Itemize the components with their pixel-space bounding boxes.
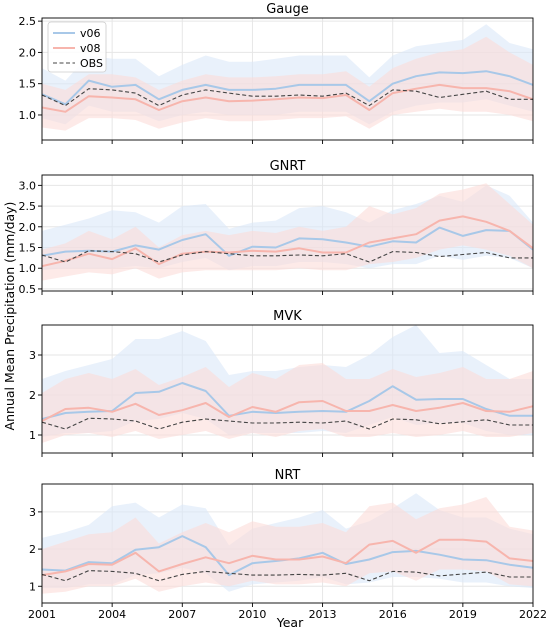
y-tick-label: 3	[29, 506, 36, 519]
panel-gnrt: 0.5 1.0 1.5 2.0 2.5 3.0 GNRT	[19, 159, 534, 296]
legend-box	[47, 21, 107, 73]
panel-title: Gauge	[266, 2, 309, 17]
plot-area	[42, 183, 533, 281]
y-tick-label: 1.5	[19, 78, 37, 91]
plot-area	[42, 24, 533, 131]
y-tick-label: 1	[29, 580, 36, 593]
y-tick-label: 2.5	[19, 200, 37, 213]
y-tick-label: 1.0	[19, 109, 37, 122]
legend: v06 v08 OBS	[47, 21, 107, 73]
y-tick-label: 2	[29, 543, 36, 556]
y-axis-label: Annual Mean Precipitation (mm/day)	[2, 202, 17, 431]
series-line-obs	[42, 250, 533, 263]
series-line-v06	[42, 382, 533, 420]
legend-label-v08: v08	[80, 42, 101, 55]
series-line-obs	[42, 88, 533, 107]
panel-title: NRT	[275, 468, 301, 483]
panel-frame	[41, 174, 534, 292]
series-line-obs	[42, 417, 533, 430]
x-tick-label: 2007	[168, 608, 196, 621]
band-v08	[42, 36, 533, 131]
x-tick-label: 2013	[309, 608, 337, 621]
panel-title: GNRT	[270, 159, 306, 174]
series-line-v08	[42, 400, 533, 422]
x-tick-label: 2001	[28, 608, 56, 621]
band-v08	[42, 183, 533, 281]
series-line-obs	[42, 570, 533, 582]
series-line-v06	[42, 70, 533, 106]
y-tick-label: 2.0	[19, 221, 37, 234]
y-tick-label: 1.0	[19, 262, 37, 275]
plot-area	[42, 325, 533, 443]
y-tick-label: 2	[29, 389, 36, 402]
x-tick-label: 2010	[238, 608, 266, 621]
y-tick-label: 1	[29, 429, 36, 442]
panels: 1.0 1.5 2.0 2.5 Gauge v06 v08 OBS 0.5 1.0 1.5 2.0 2.…	[19, 2, 548, 621]
y-tick-label: 3.0	[19, 179, 37, 192]
panel-nrt: 1 2 3 2001 2004 2007 2010 2013 2016 2019 2022 NRT	[28, 468, 547, 621]
y-tick-label: 1.5	[19, 242, 37, 255]
panel-frame	[41, 17, 534, 141]
series-line-v06	[42, 226, 533, 257]
x-tick-label: 2004	[98, 608, 126, 621]
plot-area	[42, 493, 533, 594]
legend-label-obs: OBS	[80, 57, 103, 70]
legend-label-v06: v06	[80, 27, 101, 40]
y-tick-label: 2.0	[19, 46, 37, 59]
x-tick-label: 2016	[379, 608, 407, 621]
x-tick-label: 2019	[449, 608, 477, 621]
panel-mvk: 1 2 3 MVK	[29, 309, 534, 457]
series-line-v08	[42, 83, 533, 113]
y-tick-label: 0.5	[19, 283, 37, 296]
band-v08	[42, 363, 533, 443]
panel-frame	[41, 483, 534, 604]
series-line-v08	[42, 538, 533, 577]
x-axis-label: Year	[276, 615, 304, 630]
panel-title: MVK	[273, 309, 302, 324]
panel-frame	[41, 324, 534, 454]
y-tick-label: 3	[29, 349, 36, 362]
x-tick-label: 2022	[519, 608, 547, 621]
series-line-v08	[42, 215, 533, 268]
y-tick-label: 2.5	[19, 15, 37, 28]
panel-gauge: 1.0 1.5 2.0 2.5 Gauge v06 v08 OBS	[19, 2, 534, 144]
